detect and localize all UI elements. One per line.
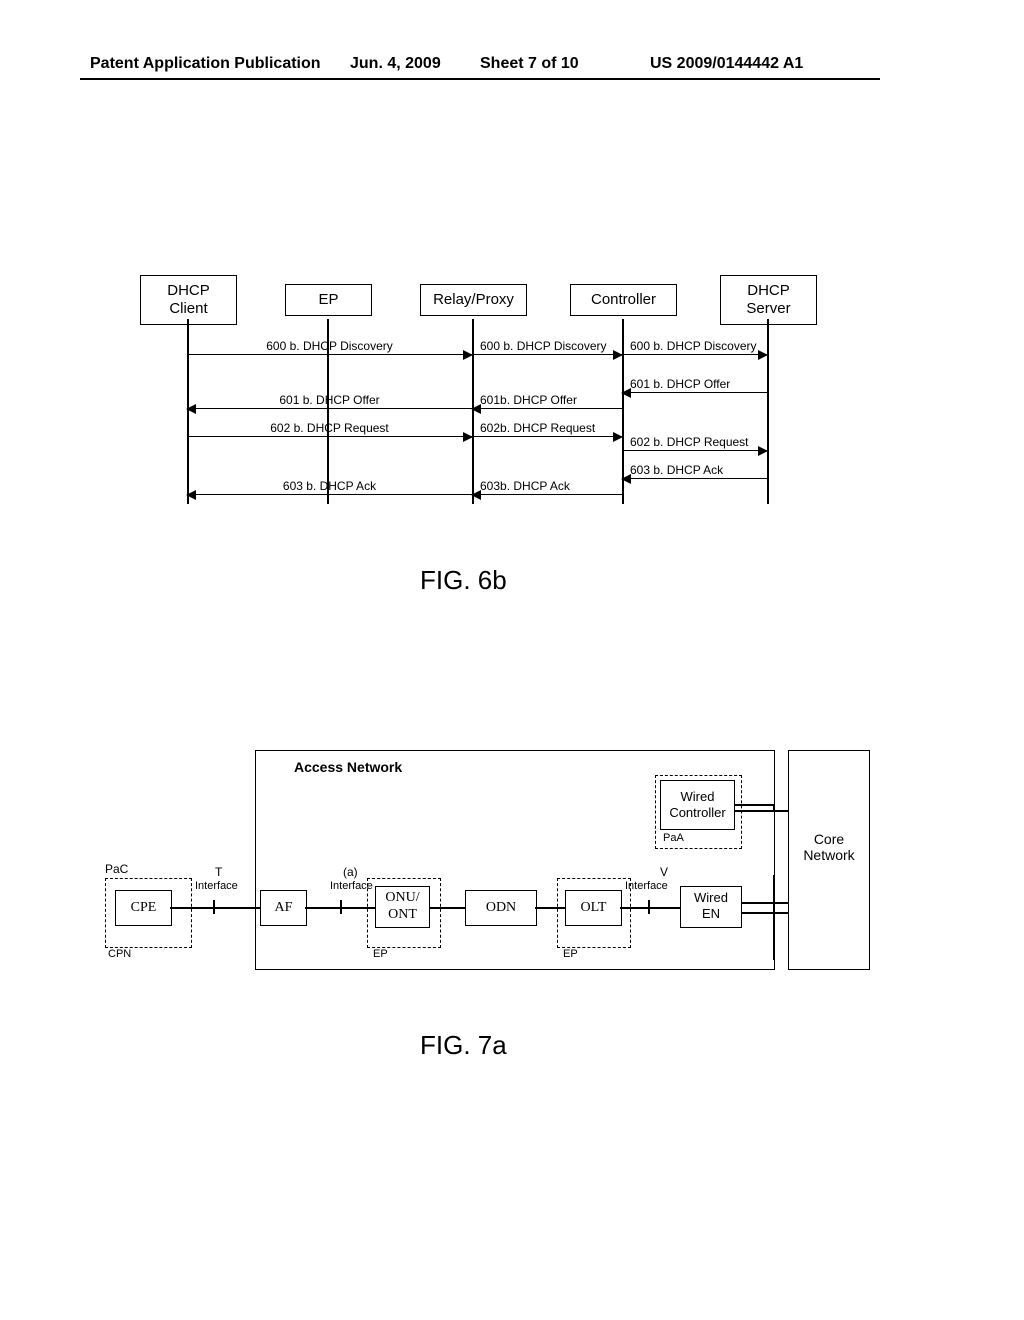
wired-en-box: Wired EN <box>680 886 742 928</box>
fig-7a-label: FIG. 7a <box>420 1030 507 1061</box>
msg-m8: 602 b. DHCP Request <box>622 429 767 451</box>
access-network-title: Access Network <box>294 759 402 775</box>
header-date: Jun. 4, 2009 <box>350 55 441 73</box>
party-p4: DHCP Server <box>720 275 817 325</box>
t-label: T <box>215 865 222 879</box>
msg-m7: 602b. DHCP Request <box>472 415 622 437</box>
fig-6b-label: FIG. 6b <box>420 565 507 596</box>
ep-label-1: EP <box>373 948 388 960</box>
msg-m11: 603 b. DHCP Ack <box>622 457 767 479</box>
conn-wireden-core-2 <box>742 912 788 914</box>
af-box: AF <box>260 890 307 926</box>
party-p1: EP <box>285 284 372 316</box>
conn-olt-wireden <box>620 907 680 909</box>
fig-6b-diagram: DHCP Client EP Relay/Proxy Controller DHCP S… <box>140 275 860 555</box>
party-p0: DHCP Client <box>140 275 237 325</box>
msg-m0: 600 b. DHCP Discovery <box>187 333 472 355</box>
odn-box: ODN <box>465 890 537 926</box>
fig-7a-diagram: Access Network Core Network Wired Contro… <box>105 750 870 975</box>
ep-dashed-box-1 <box>367 878 441 948</box>
msg-m3: 601 b. DHCP Offer <box>187 387 472 409</box>
paa-dashed-box <box>655 775 742 849</box>
interface-label-1: Interface <box>195 880 238 892</box>
ep-dashed-box-2 <box>557 878 631 948</box>
header-publication: Patent Application Publication <box>90 55 321 73</box>
controller-conn-3 <box>735 810 788 812</box>
v-label: V <box>660 865 668 879</box>
party-p3: Controller <box>570 284 677 316</box>
msg-m2: 600 b. DHCP Discovery <box>622 333 767 355</box>
msg-m6: 602 b. DHCP Request <box>187 415 472 437</box>
cpe-box: CPE <box>115 890 172 926</box>
party-p2: Relay/Proxy <box>420 284 527 316</box>
conn-cpe-af <box>170 907 260 909</box>
conn-cpe-af-tick <box>213 900 215 914</box>
msg-m9: 603 b. DHCP Ack <box>187 473 472 495</box>
msg-m4: 601b. DHCP Offer <box>472 387 622 409</box>
a-label: (a) <box>343 865 358 879</box>
pac-label: PaC <box>105 862 128 876</box>
conn-af-onu-tick <box>340 900 342 914</box>
conn-olt-wireden-tick <box>648 900 650 914</box>
header-number: US 2009/0144442 A1 <box>650 55 803 73</box>
cpn-label: CPN <box>108 948 131 960</box>
conn-wireden-core-1 <box>742 902 788 904</box>
ep-label-2: EP <box>563 948 578 960</box>
header-sheet: Sheet 7 of 10 <box>480 55 579 73</box>
controller-conn-1 <box>735 804 773 806</box>
core-network-label: Core Network <box>789 831 869 863</box>
conn-onu-odn <box>430 907 465 909</box>
interface-label-3: Interface <box>625 880 668 892</box>
core-network-box: Core Network <box>788 750 870 970</box>
conn-access-core-divider <box>773 875 775 960</box>
msg-m10: 603b. DHCP Ack <box>472 473 622 495</box>
msg-m5: 601 b. DHCP Offer <box>622 371 767 393</box>
header-divider <box>80 78 880 80</box>
lifeline-p4 <box>767 319 769 504</box>
msg-m1: 600 b. DHCP Discovery <box>472 333 622 355</box>
